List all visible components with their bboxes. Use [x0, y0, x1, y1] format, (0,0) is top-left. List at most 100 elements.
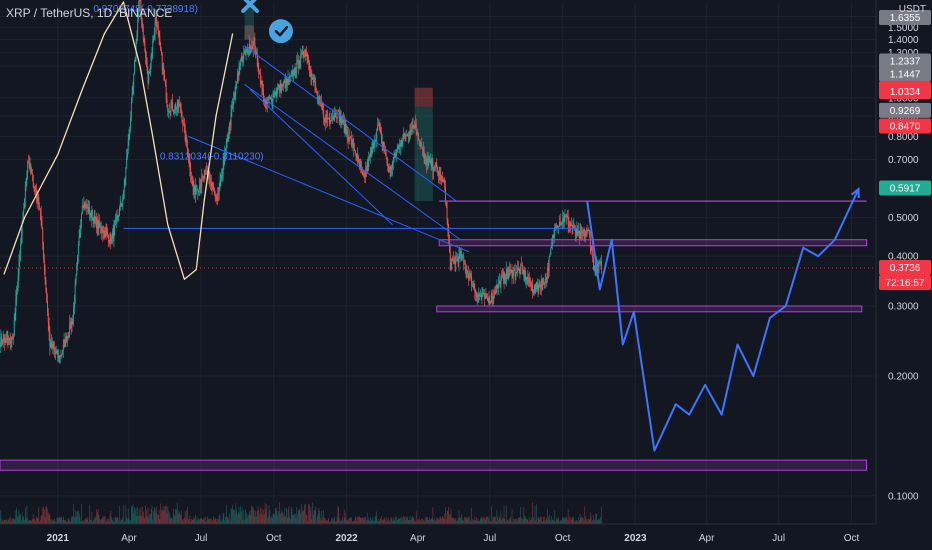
candle-body — [41, 220, 43, 229]
candle-body — [145, 57, 147, 66]
volume-bar — [334, 516, 336, 524]
volume-bar — [411, 518, 412, 524]
volume-bar — [516, 518, 518, 524]
candle-body — [37, 197, 39, 202]
volume-bar — [402, 517, 404, 524]
candle-body — [346, 130, 348, 134]
candle-body — [58, 356, 60, 363]
rr-target-zone — [244, 6, 255, 40]
candle-body — [445, 188, 446, 203]
volume-bar — [248, 511, 250, 524]
candle-body — [544, 278, 546, 286]
x-tick-label: Apr — [121, 533, 137, 544]
volume-bar — [13, 518, 14, 524]
volume-bar — [162, 506, 164, 524]
candle-body — [180, 107, 182, 113]
volume-bar — [153, 507, 155, 524]
volume-bar — [22, 517, 24, 524]
candle-body — [578, 231, 579, 234]
volume-bar — [203, 517, 205, 524]
candle-body — [587, 229, 589, 231]
price-label-bg — [879, 260, 931, 276]
candle-body — [301, 51, 303, 54]
volume-bar — [544, 516, 545, 524]
volume-bar — [81, 504, 82, 524]
volume-bar — [256, 511, 258, 524]
candle-body — [364, 175, 366, 177]
candle-body — [498, 283, 499, 289]
volume-bar — [416, 521, 418, 524]
symbol-title[interactable]: XRP / TetherUS, 1D, BINANCE — [6, 6, 173, 20]
candle-body — [417, 134, 419, 139]
candle-body — [341, 122, 343, 124]
volume-bar — [165, 506, 166, 524]
candle-body — [124, 178, 126, 186]
candle-body — [308, 61, 310, 63]
candle-body — [24, 199, 25, 209]
candle-body — [595, 264, 597, 274]
candle-body — [209, 176, 211, 180]
candle-body — [380, 132, 382, 143]
price-label: 1.1447 — [890, 69, 921, 80]
candle-body — [316, 91, 317, 93]
candle-body — [140, 0, 142, 12]
volume-bar — [555, 517, 557, 524]
volume-bar — [124, 521, 126, 524]
volume-bar — [309, 510, 311, 524]
volume-bar — [248, 514, 249, 524]
candle-body — [119, 202, 121, 208]
volume-bar — [110, 511, 112, 524]
volume-bar — [470, 521, 472, 524]
volume-bar — [156, 506, 158, 524]
candle-body — [600, 261, 602, 263]
volume-bar — [26, 505, 28, 524]
cross-icon — [241, 0, 260, 13]
volume-bar — [438, 519, 439, 524]
volume-bar — [211, 521, 213, 524]
volume-bar — [289, 516, 290, 524]
volume-bar — [308, 504, 309, 524]
volume-bar — [155, 513, 157, 524]
volume-bar — [17, 516, 18, 524]
volume-bar — [417, 519, 419, 524]
volume-bar — [168, 512, 170, 524]
candle-body — [592, 250, 594, 259]
candle-body — [136, 34, 138, 42]
volume-bar — [434, 518, 435, 524]
volume-bar — [196, 517, 198, 524]
candle-body — [559, 221, 560, 228]
candle-body — [49, 332, 51, 348]
volume-bar — [93, 520, 94, 524]
volume-bar — [58, 517, 59, 524]
support-zone — [0, 459, 868, 471]
volume-bar — [83, 521, 85, 524]
volume-bar — [498, 519, 499, 524]
candle-body — [183, 123, 185, 125]
candle-body — [208, 171, 210, 177]
volume-bar — [27, 518, 29, 524]
candle-body — [62, 344, 64, 351]
candle-body — [414, 123, 416, 129]
candle-body — [88, 207, 90, 213]
candle-body — [184, 126, 186, 141]
candle-body — [115, 219, 116, 225]
candle-body — [244, 50, 246, 55]
volume-bar — [216, 521, 218, 524]
candle-body — [581, 230, 583, 233]
candle-body — [188, 159, 190, 161]
volume-bar — [313, 514, 314, 524]
candle-body — [45, 279, 47, 291]
candle-body — [177, 101, 179, 108]
candle-body — [82, 205, 84, 208]
volume-bar — [570, 519, 572, 524]
volume-bar — [5, 520, 6, 524]
candle-body — [294, 68, 296, 73]
candle-body — [389, 167, 391, 171]
candle-body — [566, 215, 568, 217]
volume-bar — [557, 518, 559, 524]
candle-body — [176, 101, 178, 108]
candle-body — [532, 285, 534, 293]
volume-bar — [293, 514, 294, 524]
volume-bar — [153, 511, 154, 524]
